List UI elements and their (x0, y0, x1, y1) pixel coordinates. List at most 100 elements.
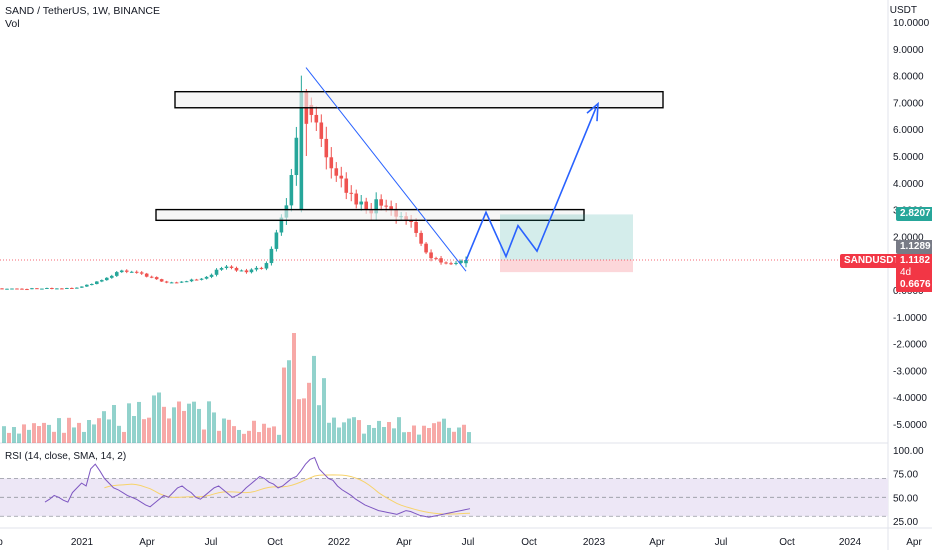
price-tick-label: -2.0000 (893, 340, 927, 351)
symbol-title[interactable]: SAND / TetherUS, 1W, BINANCE (5, 5, 161, 17)
volume-bar (12, 427, 16, 443)
volume-bar (362, 433, 366, 443)
candle-body (114, 272, 119, 276)
candle-body (269, 248, 274, 264)
candle-body (35, 288, 39, 290)
candle-body (124, 270, 129, 272)
volume-bar (242, 433, 246, 443)
candle-body (454, 262, 458, 264)
candle-body (359, 201, 364, 205)
candle-body (339, 175, 344, 179)
volume-bar (207, 401, 211, 443)
candle-body (25, 289, 29, 291)
candle-body (154, 277, 159, 280)
current-price-tag: 1.1182 (896, 254, 932, 268)
time-tick-label: p (0, 537, 3, 548)
volume-bar (172, 407, 176, 443)
time-tick-label: Apr (649, 537, 665, 548)
candle-body (149, 276, 154, 278)
volume-bar (267, 427, 271, 443)
candle-body (85, 284, 89, 287)
volume-bar (252, 420, 256, 443)
symbol-price-tag: SANDUSDT (840, 254, 904, 268)
volume-bar (327, 422, 331, 443)
volume-bar (57, 418, 61, 443)
volume-bar (27, 429, 31, 443)
volume-bar (217, 430, 221, 443)
volume-bar (7, 432, 11, 443)
volume-bar (77, 422, 81, 443)
volume-bar (167, 418, 171, 443)
candle-body (334, 168, 339, 176)
candle-body (0, 288, 4, 290)
volume-bar (187, 403, 191, 443)
candle-body (139, 272, 144, 274)
volume-bar (117, 425, 121, 443)
candle-body (199, 278, 204, 280)
rsi-tick-label: 75.00 (893, 470, 918, 481)
candle-body (379, 199, 383, 206)
rsi-tick-label: 25.00 (893, 517, 918, 528)
volume-bar (397, 417, 401, 443)
candle-body (104, 277, 109, 281)
volume-bar (257, 432, 261, 443)
time-tick-label: Oct (521, 537, 537, 548)
volume-bar (112, 405, 116, 443)
time-tick-label: Jul (462, 537, 475, 548)
rsi-indicator-label[interactable]: RSI (14, close, SMA, 14, 2) (5, 451, 127, 462)
price-tick-label: 8.0000 (893, 72, 924, 83)
volume-bar (192, 401, 196, 443)
volume-bar (262, 423, 266, 443)
candle-body (324, 138, 329, 158)
volume-bar (97, 418, 101, 443)
price-tick-label: 10.0000 (893, 18, 930, 29)
price-tick-label: -4.0000 (893, 393, 927, 404)
volume-bar (347, 418, 351, 443)
candle-body (194, 279, 199, 281)
time-tick-label: Apr (906, 537, 922, 548)
volume-bar (447, 427, 451, 443)
candle-body (159, 279, 164, 282)
candle-body (254, 267, 259, 270)
target-price-tag: 2.8207 (896, 207, 932, 221)
volume-bar (137, 401, 141, 443)
time-tick-label: Apr (396, 537, 412, 548)
volume-bar (22, 424, 26, 443)
candle-body (209, 274, 214, 277)
time-tick-label: 2023 (583, 537, 606, 548)
volume-bar (357, 420, 361, 443)
candle-body (219, 268, 224, 270)
volume-bar (182, 410, 186, 443)
volume-bar (37, 426, 41, 443)
volume-bar (417, 434, 421, 443)
candle-body (20, 288, 24, 290)
candle-body (179, 281, 184, 283)
volume-bar (202, 429, 206, 443)
volume-bar (227, 419, 231, 443)
candle-body (319, 122, 324, 139)
candle-body (419, 232, 423, 244)
volume-bar (157, 392, 161, 443)
volume-bar (62, 432, 66, 443)
volume-bar (457, 427, 461, 443)
candle-body (384, 205, 388, 207)
chart-header: SAND / TetherUS, 1W, BINANCE Vol (5, 5, 160, 31)
candle-body (214, 269, 219, 275)
candle-body (109, 275, 114, 278)
time-tick-label: 2021 (71, 537, 94, 548)
volume-bar (382, 427, 386, 443)
volume-bar (367, 425, 371, 443)
volume-bar (282, 367, 286, 443)
volume-bar (127, 403, 131, 443)
candle-body (279, 217, 284, 233)
candle-body (249, 269, 254, 273)
volume-bar (177, 401, 181, 443)
volume-bar (422, 425, 426, 443)
candle-body (204, 276, 209, 279)
volume-bar (32, 423, 36, 443)
volume-label[interactable]: Vol (5, 18, 20, 30)
volume-bar (47, 424, 51, 443)
volume-bar (272, 426, 276, 443)
